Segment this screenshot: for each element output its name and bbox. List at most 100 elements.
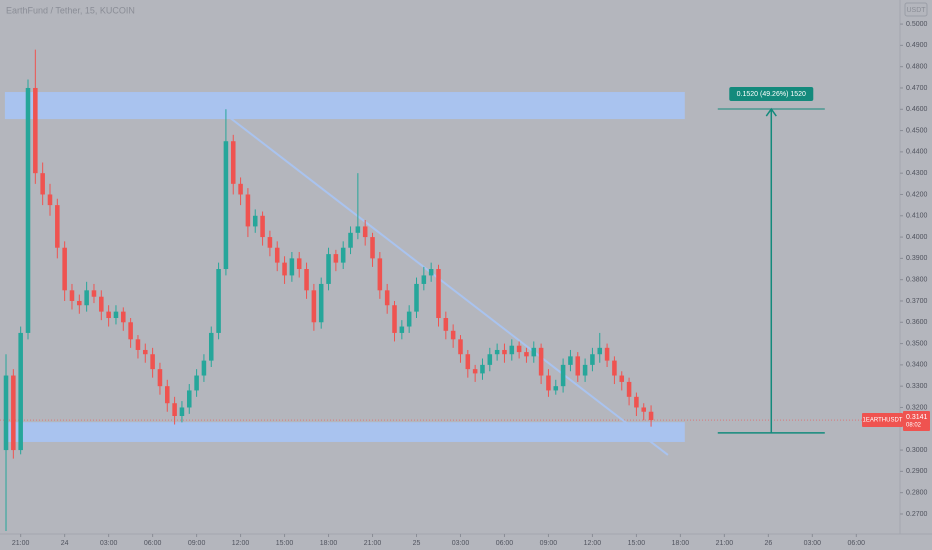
x-tick-label: 12:00 [232, 540, 250, 547]
x-tick-label: 25 [413, 540, 421, 547]
candle-body [179, 407, 185, 416]
candle-body [289, 258, 295, 276]
y-tick-label: 0.4400 [906, 149, 928, 156]
measure-arrow-head [765, 107, 777, 117]
x-tick-label: 09:00 [188, 540, 206, 547]
candle-body [355, 226, 361, 233]
candle-body [55, 205, 60, 248]
y-tick-label: 0.4300 [906, 170, 928, 177]
x-tick-label: 15:00 [628, 540, 646, 547]
currency: USDT [906, 7, 926, 14]
x-tick-label: 03:00 [452, 540, 470, 547]
candle-body [399, 326, 405, 333]
candle-body [311, 290, 317, 323]
candle-body [502, 349, 507, 355]
candle-body [201, 360, 207, 376]
candle-body [62, 247, 67, 291]
candle-body [216, 269, 221, 333]
candle-body [40, 173, 45, 195]
candle-body [377, 258, 383, 291]
candle-body [568, 356, 573, 365]
zone [4, 422, 685, 442]
candle-body [641, 407, 647, 412]
candle-body [252, 215, 258, 227]
trend-line [219, 109, 669, 456]
y-tick-label: 0.4200 [906, 191, 928, 198]
candle-body [84, 290, 89, 306]
y-tick-label: 0.2700 [906, 511, 928, 518]
candle-body [619, 375, 625, 382]
candle-body [282, 262, 287, 276]
candle-body [194, 375, 199, 391]
x-tick-label: 18:00 [672, 540, 690, 547]
candle-body [487, 354, 493, 365]
candle-body [318, 283, 324, 323]
candle-body [238, 183, 243, 195]
y-tick-label: 0.3700 [906, 298, 928, 305]
candle-body [538, 347, 544, 376]
y-tick-label: 0.2800 [906, 490, 928, 497]
candle-body [458, 339, 463, 355]
x-tick-label: 03:00 [100, 540, 118, 547]
y-tick-label: 0.2900 [906, 468, 928, 475]
candle-body [428, 269, 434, 276]
candle-body [494, 349, 500, 355]
candle-body [260, 215, 265, 238]
candle-body [143, 349, 148, 355]
candle-body [604, 347, 610, 361]
price-label-box [903, 411, 930, 432]
candle-body [99, 296, 104, 312]
x-tick-label: 21:00 [716, 540, 734, 547]
candle-body [436, 269, 441, 319]
y-tick-label: 0.3300 [906, 383, 928, 390]
x-tick-label: 21:00 [12, 540, 30, 547]
y-tick-label: 0.4500 [906, 127, 928, 134]
candle-body [509, 345, 515, 355]
candle-body [165, 386, 170, 404]
candle-body [634, 396, 639, 408]
candle-body [172, 403, 177, 416]
candle-body [472, 369, 478, 374]
y-tick-label: 0.4000 [906, 234, 928, 241]
x-tick-label: 24 [61, 540, 69, 547]
x-tick-label: 21:00 [364, 540, 382, 547]
candle-body [208, 332, 214, 361]
candle-body [267, 237, 273, 248]
candle-body [553, 386, 559, 391]
candle-body [575, 356, 581, 376]
candle-body [450, 330, 456, 340]
candle-body [384, 290, 390, 306]
y-tick-label: 0.3500 [906, 340, 928, 347]
x-tick-label: 15:00 [276, 540, 294, 547]
candle-body [69, 290, 75, 301]
candle-body [304, 269, 309, 291]
x-tick-label: 18:00 [320, 540, 338, 547]
y-tick-label: 0.3000 [906, 447, 928, 454]
y-tick-label: 0.4600 [906, 106, 928, 113]
candle-body [340, 247, 346, 263]
candle-body [113, 311, 119, 319]
candle-body [582, 364, 588, 376]
candle-body [465, 354, 471, 370]
y-tick-label: 0.3600 [906, 319, 928, 326]
y-tick-label: 0.4700 [906, 85, 928, 92]
candle-body [560, 364, 566, 387]
candle-body [421, 275, 427, 284]
currency-box [904, 2, 928, 17]
candle-body [128, 322, 133, 340]
y-tick-label: 0.3800 [906, 277, 928, 284]
candle-body [406, 311, 412, 327]
candle-body [626, 381, 632, 397]
candle-body [597, 347, 603, 355]
candle-body [135, 339, 141, 350]
y-tick-label: 0.3200 [906, 404, 928, 411]
candle-body [333, 254, 339, 263]
x-tick-label: 03:00 [804, 540, 822, 547]
y-tick-label: 0.4100 [906, 213, 928, 220]
chart-title: EarthFund / Tether, 15, KUCOIN [6, 5, 135, 15]
candle-body [648, 411, 654, 421]
candle-body [414, 283, 419, 312]
candle-body [590, 354, 595, 365]
candle-body [47, 194, 53, 206]
